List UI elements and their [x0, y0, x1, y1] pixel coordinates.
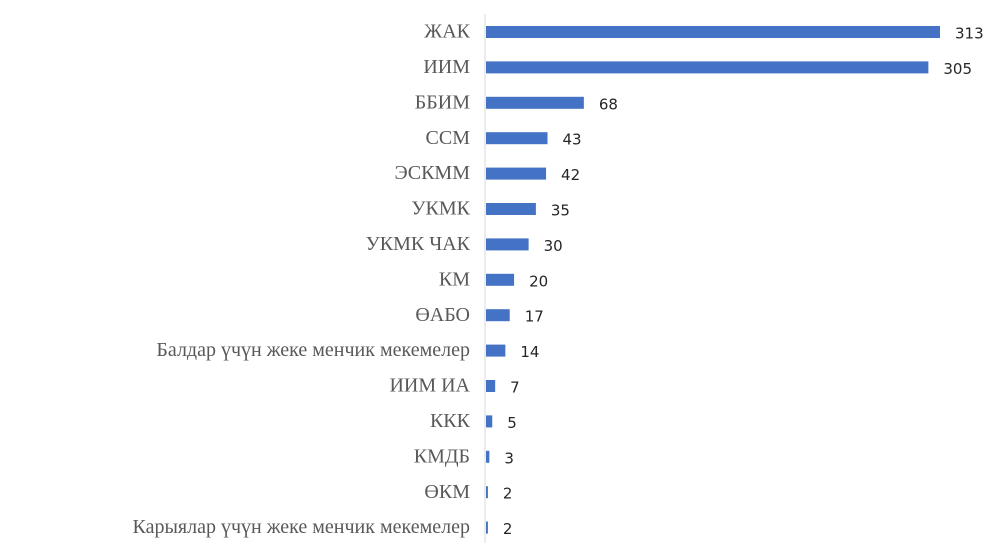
category-label: УКМК ЧАК — [366, 233, 471, 255]
value-label: 35 — [551, 202, 570, 220]
bar — [486, 203, 536, 215]
category-label: ИИМ ИА — [389, 375, 470, 397]
category-label: ӨКМ — [424, 481, 470, 503]
value-label: 2 — [503, 485, 513, 503]
value-label: 3 — [504, 449, 514, 467]
bar — [486, 344, 506, 357]
bar — [486, 96, 584, 109]
value-label: 2 — [503, 520, 513, 538]
category-label: ЖАК — [424, 21, 470, 43]
category-label: ЭСКММ — [395, 162, 471, 184]
value-label: 7 — [510, 379, 520, 397]
value-label: 68 — [599, 95, 618, 113]
bar — [486, 521, 488, 534]
value-label: 305 — [943, 60, 972, 78]
bar — [486, 132, 548, 145]
value-label: 42 — [561, 166, 580, 184]
value-label: 17 — [525, 308, 544, 326]
bar — [486, 380, 496, 392]
value-label: 14 — [520, 343, 539, 361]
category-label: ККК — [430, 410, 471, 432]
category-label: Карыялар үчүн жеке менчик мекемелер — [133, 516, 470, 538]
bar — [486, 450, 490, 463]
bar — [486, 486, 488, 499]
value-label: 43 — [563, 131, 582, 149]
value-label: 30 — [544, 237, 563, 255]
category-label: КМ — [439, 268, 470, 290]
category-label: ССМ — [426, 127, 471, 149]
category-label: КМДБ — [414, 445, 470, 467]
bar — [486, 238, 529, 251]
category-label: ӨАБО — [415, 304, 470, 326]
category-label: ББИМ — [415, 91, 470, 113]
bar — [486, 26, 940, 38]
bar — [486, 309, 510, 322]
bar — [486, 61, 929, 74]
bar — [486, 273, 515, 286]
category-label: УКМК — [411, 198, 470, 220]
bar — [486, 415, 493, 428]
bar — [486, 167, 547, 180]
value-label: 20 — [529, 272, 548, 290]
value-label: 5 — [507, 414, 517, 432]
category-label: ИИМ — [423, 56, 470, 78]
value-label: 313 — [955, 25, 984, 43]
category-label: Балдар үчүн жеке менчик мекемелер — [156, 339, 470, 361]
